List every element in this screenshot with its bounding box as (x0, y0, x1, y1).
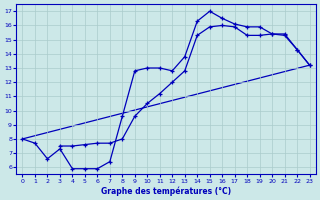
X-axis label: Graphe des températures (°C): Graphe des températures (°C) (101, 186, 231, 196)
